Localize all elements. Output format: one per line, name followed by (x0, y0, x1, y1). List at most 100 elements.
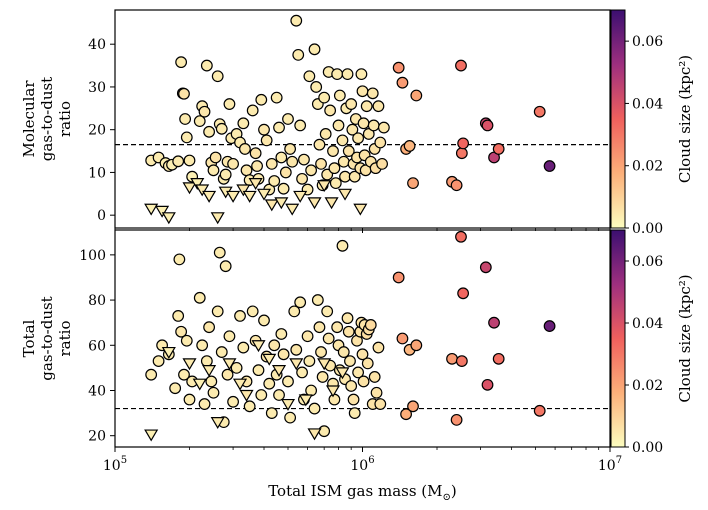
upper-limit-point (285, 203, 300, 216)
data-point (270, 91, 283, 104)
data-point (321, 305, 334, 318)
data-point (315, 346, 327, 358)
data-point (357, 375, 370, 388)
upper-limit-point (202, 190, 217, 203)
upper-limit-point (289, 358, 304, 371)
data-point (347, 393, 360, 406)
data-point (183, 154, 196, 167)
upper-limit-point (161, 346, 176, 359)
upper-limit-point (182, 182, 197, 195)
data-point (337, 346, 350, 358)
data-point (337, 155, 350, 168)
data-point (223, 330, 236, 343)
data-point (327, 145, 339, 157)
data-point (200, 355, 213, 368)
data-point (290, 343, 303, 356)
upper-limit-point (280, 398, 296, 411)
data-point (275, 151, 288, 164)
upper-limit-point (324, 197, 339, 210)
data-point (193, 291, 206, 304)
data-point (345, 380, 358, 392)
data-point (352, 366, 365, 379)
upper-limit-point (226, 190, 241, 203)
colorbar-tick-label: 0.04 (632, 96, 663, 112)
data-point (193, 115, 206, 128)
upper-limit-point (293, 190, 308, 203)
x-tick-label: 106 (350, 455, 374, 474)
data-point (367, 119, 380, 132)
data-point (345, 98, 358, 110)
y-tick-label: 80 (88, 293, 106, 309)
upper-limit-point (251, 340, 266, 353)
upper-limit-point (239, 389, 254, 402)
data-point (355, 68, 368, 81)
upper-limit-point (307, 428, 322, 441)
data-point (488, 316, 500, 329)
data-point (219, 260, 232, 273)
data-point (479, 261, 492, 274)
data-point (215, 122, 228, 135)
y-tick-label: 40 (88, 37, 106, 53)
data-point (356, 348, 369, 361)
data-point (290, 14, 303, 27)
data-point (492, 352, 505, 365)
data-point (263, 377, 276, 390)
data-point (211, 305, 224, 318)
data-point (221, 368, 234, 381)
data-point (175, 56, 188, 69)
y-tick-label: 60 (88, 338, 106, 354)
data-point (152, 355, 165, 368)
upper-limit-point (195, 184, 210, 197)
data-point (296, 172, 308, 185)
data-point (296, 366, 308, 379)
colorbar-tick-label: 0.06 (632, 34, 663, 50)
data-point (179, 113, 192, 125)
data-point (279, 166, 292, 179)
upper-limit-point (192, 378, 207, 391)
upper-limit-point (236, 184, 251, 197)
data-point (407, 177, 419, 190)
data-point (251, 160, 263, 172)
upper-limit-point (262, 353, 277, 366)
data-point (370, 386, 383, 399)
data-point (230, 361, 243, 374)
data-point (305, 164, 318, 177)
y-tick-label: 30 (88, 80, 106, 96)
colorbar-label: Cloud size (kpc²) (676, 55, 694, 183)
data-point (311, 294, 324, 306)
data-point (336, 239, 349, 252)
data-point (481, 119, 494, 132)
data-point (246, 305, 259, 318)
data-point (255, 93, 268, 106)
data-point (246, 104, 259, 117)
data-point (492, 143, 505, 155)
data-point (396, 332, 409, 345)
data-point (356, 85, 369, 98)
data-point (316, 371, 329, 383)
y-axis-label-line: ratio (56, 321, 74, 357)
upper-limit-point (190, 178, 205, 191)
upper-limit-point (232, 378, 248, 391)
data-point (333, 89, 346, 102)
upper-limit-point (335, 367, 350, 380)
data-point (357, 117, 370, 130)
data-point (342, 145, 355, 157)
data-point (172, 309, 185, 322)
data-point (286, 155, 299, 168)
data-point (322, 332, 335, 345)
data-point (313, 321, 326, 334)
data-point (332, 119, 345, 132)
data-point (364, 319, 377, 331)
data-point (305, 384, 318, 397)
data-point (265, 407, 278, 419)
y-tick-label: 40 (88, 383, 106, 399)
data-point (321, 168, 334, 181)
data-point (308, 43, 321, 56)
upper-limit-point (144, 429, 159, 442)
data-point (275, 328, 288, 340)
y-tick-label: 20 (88, 123, 106, 139)
data-point (243, 400, 256, 413)
upper-limit-point (298, 394, 313, 407)
data-point (450, 179, 463, 192)
data-point (180, 334, 193, 347)
